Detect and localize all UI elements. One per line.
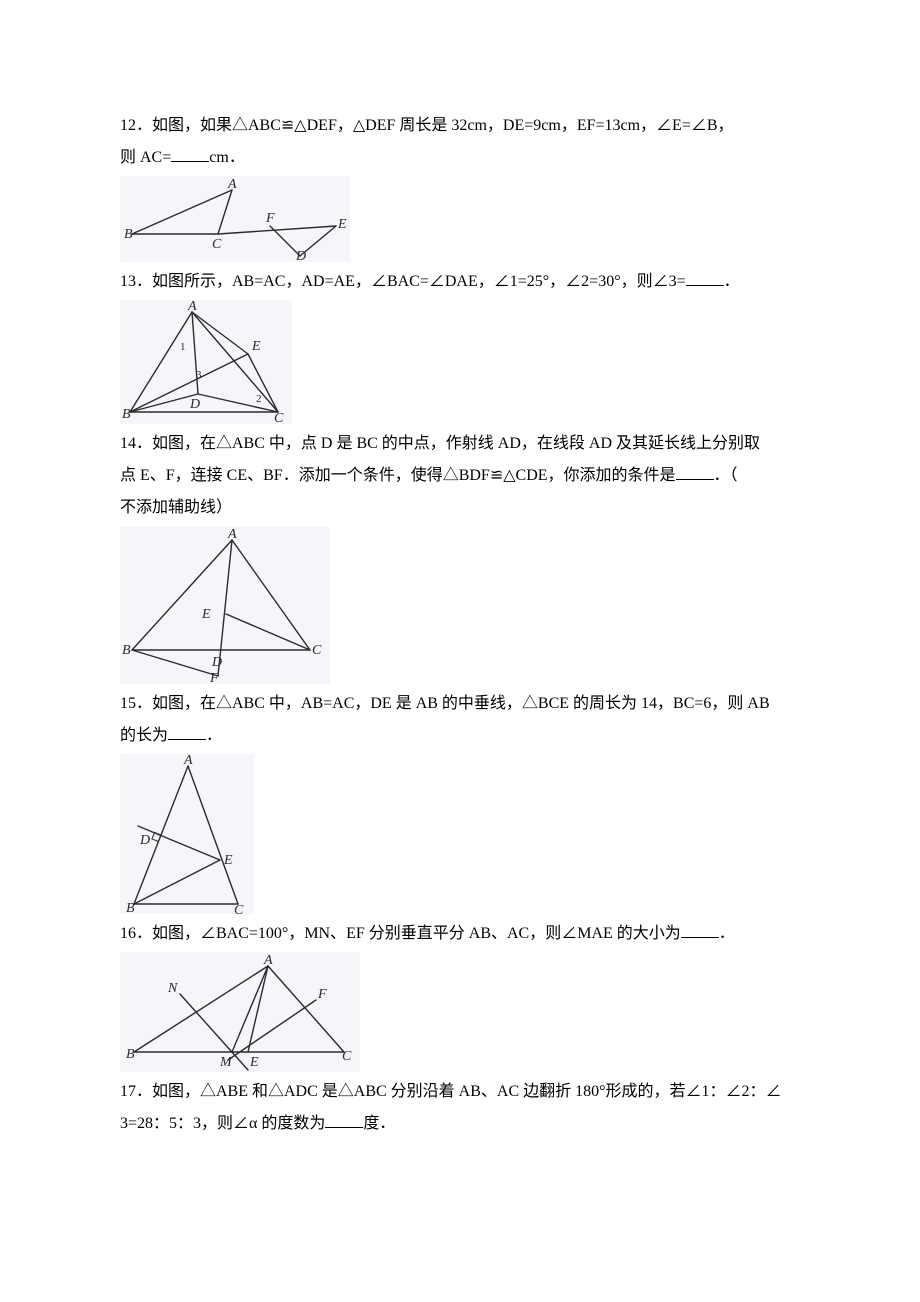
svg-text:F: F [265, 211, 275, 226]
q14-text-b: 点 E、F，连接 CE、BF．添加一个条件，使得△BDF≌△CDE，你添加的条件… [120, 467, 676, 484]
q17-text-b: 3=28：5：3，则∠α 的度数为 [120, 1115, 325, 1132]
svg-text:M: M [219, 1055, 233, 1070]
svg-text:N: N [167, 981, 178, 996]
svg-text:A: A [227, 527, 237, 542]
q15-line2: 的长为 ． [120, 720, 800, 752]
svg-text:A: A [263, 953, 273, 968]
q13-tail: ． [724, 273, 740, 290]
q15-blank [168, 723, 206, 740]
question-12: 12．如图，如果△ABC≌△DEF，△DEF 周长是 32cm，DE=9cm，E… [120, 110, 800, 174]
svg-text:E: E [201, 607, 211, 622]
q12-text-c: cm． [209, 149, 245, 166]
svg-text:F: F [317, 987, 327, 1002]
svg-text:D: D [295, 249, 306, 262]
svg-text:D: D [189, 397, 200, 412]
svg-text:C: C [342, 1049, 352, 1064]
svg-text:C: C [274, 411, 284, 424]
q17-line2: 3=28：5：3，则∠α 的度数为 度． [120, 1108, 800, 1140]
q16-tail: ． [719, 925, 735, 942]
q13-text: 13．如图所示，AB=AC，AD=AE，∠BAC=∠DAE，∠1=25°，∠2=… [120, 273, 686, 290]
question-13: 13．如图所示，AB=AC，AD=AE，∠BAC=∠DAE，∠1=25°，∠2=… [120, 266, 800, 298]
q14-line3: 不添加辅助线） [120, 492, 800, 524]
svg-text:A: A [227, 177, 237, 192]
svg-text:C: C [212, 237, 222, 252]
q12-text-b: 则 AC= [120, 149, 171, 166]
svg-text:A: A [183, 754, 193, 768]
figure-13: A B C D E 1 2 3 [120, 300, 800, 424]
svg-text:3: 3 [196, 369, 202, 381]
svg-text:D: D [139, 833, 150, 848]
figure-15: A B C D E [120, 754, 800, 914]
question-16: 16．如图，∠BAC=100°，MN、EF 分别垂直平分 AB、AC，则∠MAE… [120, 918, 800, 950]
q14-blank [676, 463, 714, 480]
q15-line1: 15．如图，在△ABC 中，AB=AC，DE 是 AB 的中垂线，△BCE 的周… [120, 688, 800, 720]
q16-text: 16．如图，∠BAC=100°，MN、EF 分别垂直平分 AB、AC，则∠MAE… [120, 925, 681, 942]
figure-15-svg: A B C D E [120, 754, 254, 914]
svg-text:B: B [126, 901, 135, 914]
svg-text:E: E [337, 217, 347, 232]
figure-12: A B C D E F [120, 176, 800, 262]
figure-16: A B C M E N F [120, 952, 800, 1072]
q12-blank [171, 145, 209, 162]
question-17: 17．如图，△ABE 和△ADC 是△ABC 分别沿着 AB、AC 边翻折 18… [120, 1076, 800, 1140]
svg-text:E: E [249, 1055, 259, 1070]
svg-text:1: 1 [180, 341, 186, 353]
svg-text:B: B [124, 227, 133, 242]
figure-12-svg: A B C D E F [120, 176, 350, 262]
svg-text:B: B [122, 643, 131, 658]
q12-line2: 则 AC= cm． [120, 142, 800, 174]
q12-line1: 12．如图，如果△ABC≌△DEF，△DEF 周长是 32cm，DE=9cm，E… [120, 110, 800, 142]
q15-tail: ． [206, 727, 222, 744]
q15-text-b: 的长为 [120, 727, 168, 744]
svg-text:C: C [234, 903, 244, 914]
svg-text:B: B [126, 1047, 135, 1062]
svg-text:A: A [187, 300, 197, 314]
figure-16-svg: A B C M E N F [120, 952, 360, 1072]
q17-blank [325, 1111, 363, 1128]
q14-line2: 点 E、F，连接 CE、BF．添加一个条件，使得△BDF≌△CDE，你添加的条件… [120, 460, 800, 492]
svg-text:B: B [122, 407, 131, 422]
figure-14: A B C D E F [120, 526, 800, 684]
svg-text:2: 2 [256, 393, 262, 405]
q17-line1: 17．如图，△ABE 和△ADC 是△ABC 分别沿着 AB、AC 边翻折 18… [120, 1076, 800, 1108]
svg-text:F: F [209, 671, 219, 684]
svg-text:E: E [223, 853, 233, 868]
question-14: 14．如图，在△ABC 中，点 D 是 BC 的中点，作射线 AD，在线段 AD… [120, 428, 800, 524]
page: 12．如图，如果△ABC≌△DEF，△DEF 周长是 32cm，DE=9cm，E… [0, 0, 920, 1302]
figure-13-svg: A B C D E 1 2 3 [120, 300, 292, 424]
q14-text-c: ．（ [714, 467, 738, 484]
q17-tail: 度． [363, 1115, 395, 1132]
q14-line1: 14．如图，在△ABC 中，点 D 是 BC 的中点，作射线 AD，在线段 AD… [120, 428, 800, 460]
svg-text:D: D [211, 655, 222, 670]
svg-text:C: C [312, 643, 322, 658]
figure-14-svg: A B C D E F [120, 526, 330, 684]
svg-text:E: E [251, 339, 261, 354]
q16-blank [681, 921, 719, 938]
q13-blank [686, 269, 724, 286]
question-15: 15．如图，在△ABC 中，AB=AC，DE 是 AB 的中垂线，△BCE 的周… [120, 688, 800, 752]
